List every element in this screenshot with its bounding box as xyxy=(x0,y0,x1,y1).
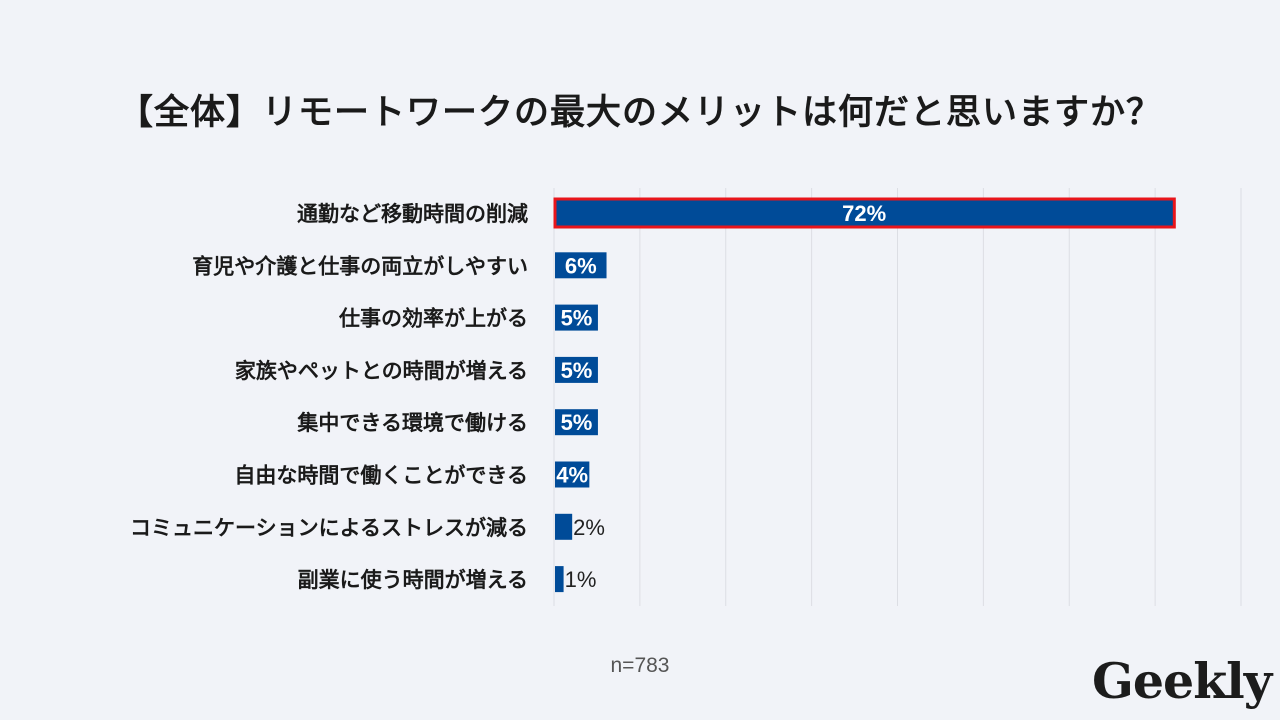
data-label: 5% xyxy=(561,358,593,383)
data-label: 4% xyxy=(556,463,588,488)
data-label: 5% xyxy=(561,410,593,435)
bar xyxy=(555,200,1174,226)
category-label: 副業に使う時間が増える xyxy=(298,568,528,592)
data-label: 1% xyxy=(565,567,597,592)
bar xyxy=(555,252,607,279)
geekly-logo: Geekly xyxy=(1092,652,1272,710)
data-label: 72% xyxy=(842,201,886,226)
category-label: 育児や介護と仕事の両立がしやすい xyxy=(192,254,528,278)
bar xyxy=(555,566,564,593)
data-label: 5% xyxy=(561,306,593,331)
category-label: コミュニケーションによるストレスが減る xyxy=(130,516,528,540)
category-label: 通勤など移動時間の削減 xyxy=(297,202,528,226)
bar xyxy=(555,409,598,436)
data-label: 6% xyxy=(565,253,597,278)
bar xyxy=(555,356,598,383)
category-label: 家族やペットとの時間が増える xyxy=(235,359,528,383)
category-label: 集中できる環境で働ける xyxy=(296,411,528,435)
bar xyxy=(555,304,598,331)
highlight-frame xyxy=(553,197,1176,229)
bar xyxy=(555,461,590,488)
category-label: 自由な時間で働くことができる xyxy=(234,464,528,488)
data-label: 2% xyxy=(573,515,605,540)
sample-size-note: n=783 xyxy=(610,654,670,677)
chart-title: 【全体】リモートワークの最大のメリットは何だと思いますか？ xyxy=(117,93,1162,133)
category-label: 仕事の効率が上がる xyxy=(338,307,528,331)
bar xyxy=(555,513,573,540)
